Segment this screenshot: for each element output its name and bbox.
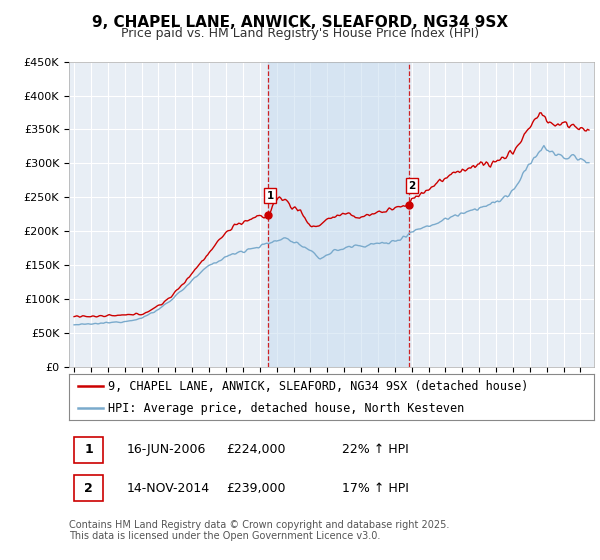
FancyBboxPatch shape	[74, 475, 103, 501]
Text: 1: 1	[85, 444, 93, 456]
Text: 14-NOV-2014: 14-NOV-2014	[127, 482, 210, 494]
Text: HPI: Average price, detached house, North Kesteven: HPI: Average price, detached house, Nort…	[109, 402, 464, 414]
Text: 1: 1	[266, 191, 274, 201]
Bar	[268, 62, 409, 367]
Text: Contains HM Land Registry data © Crown copyright and database right 2025.
This d: Contains HM Land Registry data © Crown c…	[69, 520, 449, 542]
Text: 2: 2	[85, 482, 93, 494]
Text: 16-JUN-2006: 16-JUN-2006	[127, 444, 206, 456]
Text: Price paid vs. HM Land Registry's House Price Index (HPI): Price paid vs. HM Land Registry's House …	[121, 27, 479, 40]
Text: £239,000: £239,000	[227, 482, 286, 494]
Text: 9, CHAPEL LANE, ANWICK, SLEAFORD, NG34 9SX (detached house): 9, CHAPEL LANE, ANWICK, SLEAFORD, NG34 9…	[109, 380, 529, 393]
Text: 9, CHAPEL LANE, ANWICK, SLEAFORD, NG34 9SX: 9, CHAPEL LANE, ANWICK, SLEAFORD, NG34 9…	[92, 15, 508, 30]
Text: £224,000: £224,000	[227, 444, 286, 456]
Text: 2: 2	[409, 181, 416, 191]
Text: 17% ↑ HPI: 17% ↑ HPI	[342, 482, 409, 494]
FancyBboxPatch shape	[74, 437, 103, 463]
Text: 22% ↑ HPI: 22% ↑ HPI	[342, 444, 409, 456]
